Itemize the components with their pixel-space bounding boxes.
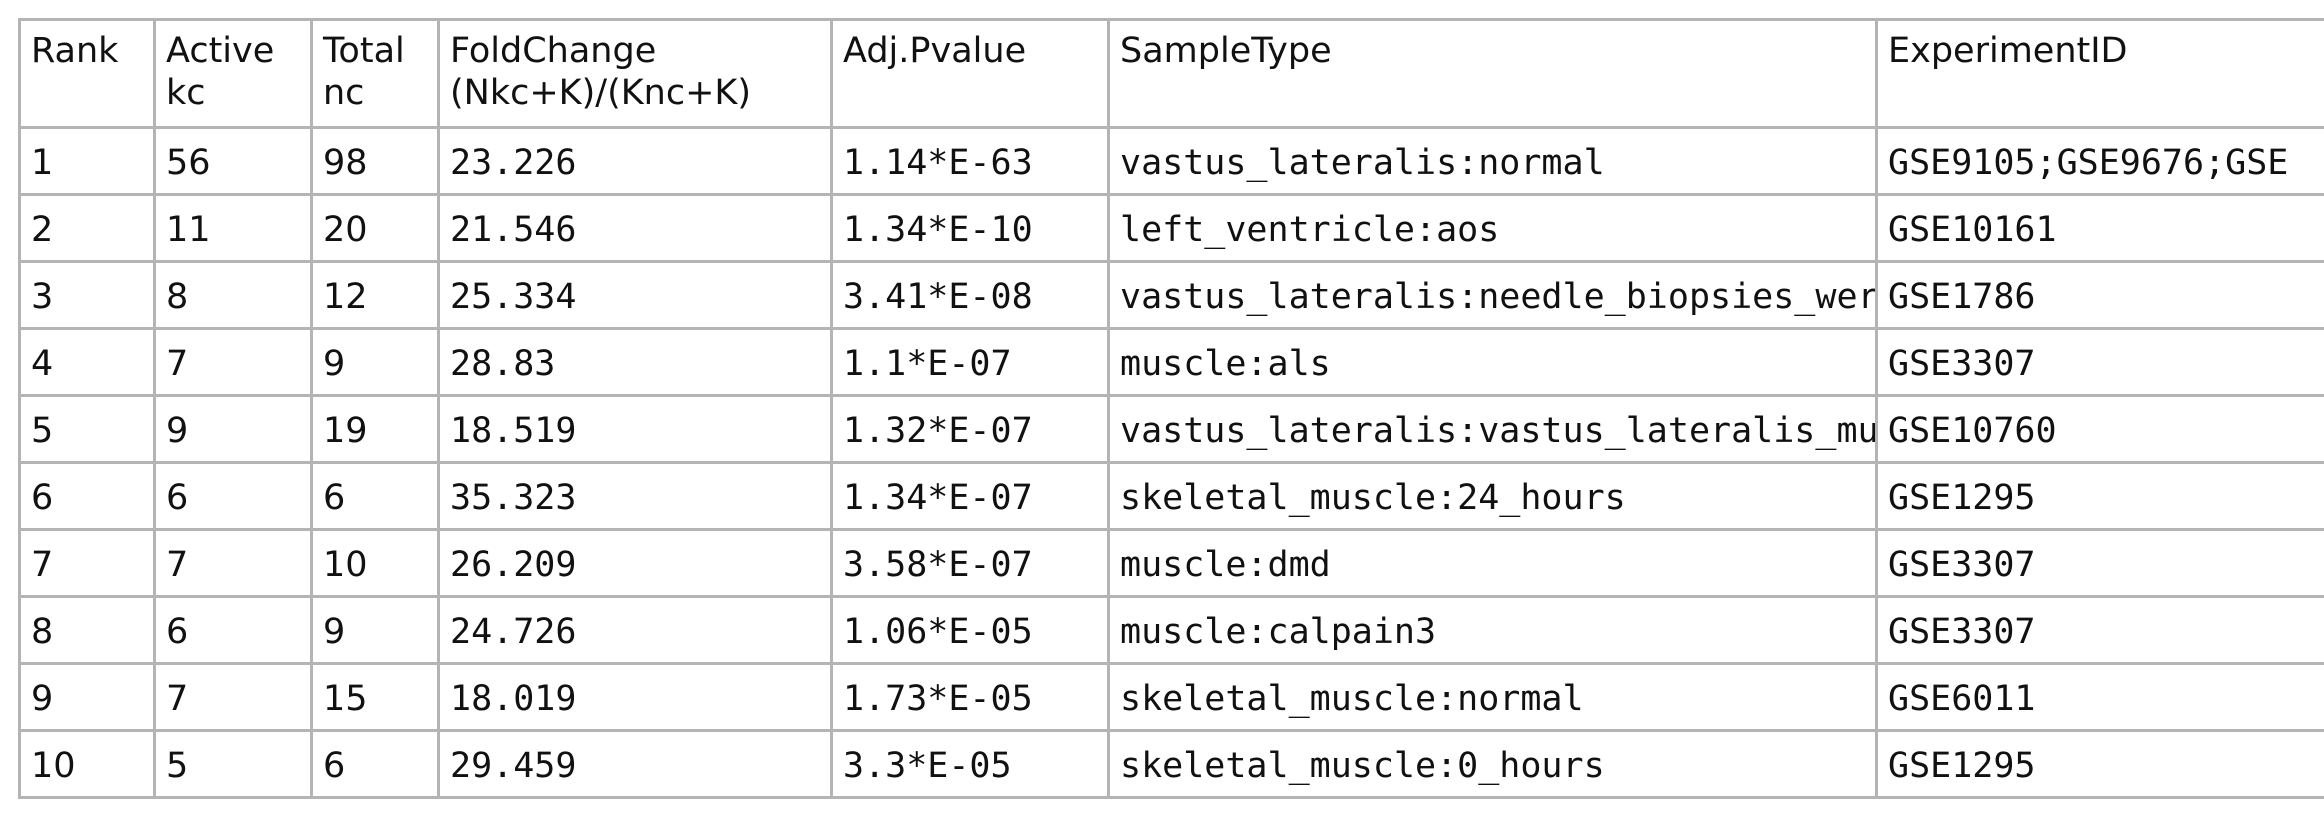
cell-foldchange: 28.83 <box>437 327 833 397</box>
cell-active: 11 <box>153 193 313 263</box>
cell-sampletype: muscle:als <box>1107 327 1878 397</box>
table-row: 1 56 98 23.226 1.14*E-63 vastus_laterali… <box>18 126 2324 196</box>
cell-active: 6 <box>153 461 313 531</box>
cell-sampletype: vastus_lateralis:normal <box>1107 126 1878 196</box>
cell-experimentid: GSE1786 <box>1875 260 2324 330</box>
cell-sampletype: muscle:dmd <box>1107 528 1878 598</box>
cell-foldchange: 25.334 <box>437 260 833 330</box>
cell-active: 56 <box>153 126 313 196</box>
table-row: 6 6 6 35.323 1.34*E-07 skeletal_muscle:2… <box>18 461 2324 531</box>
cell-rank: 8 <box>18 595 156 665</box>
cell-foldchange: 35.323 <box>437 461 833 531</box>
table-row: 5 9 19 18.519 1.32*E-07 vastus_lateralis… <box>18 394 2324 464</box>
cell-foldchange: 24.726 <box>437 595 833 665</box>
cell-foldchange: 26.209 <box>437 528 833 598</box>
cell-adj-pvalue: 1.73*E-05 <box>830 662 1110 732</box>
cell-adj-pvalue: 1.1*E-07 <box>830 327 1110 397</box>
header-foldchange: FoldChange (Nkc+K)/(Knc+K) <box>437 18 833 129</box>
header-total: Total nc <box>310 18 440 129</box>
cell-adj-pvalue: 3.41*E-08 <box>830 260 1110 330</box>
cell-rank: 5 <box>18 394 156 464</box>
cell-rank: 1 <box>18 126 156 196</box>
cell-foldchange: 18.519 <box>437 394 833 464</box>
cell-rank: 3 <box>18 260 156 330</box>
cell-sampletype: skeletal_muscle:0_hours <box>1107 729 1878 799</box>
cell-experimentid: GSE3307 <box>1875 528 2324 598</box>
cell-foldchange: 29.459 <box>437 729 833 799</box>
results-table-container: Rank Active kc Total nc FoldChange (Nkc+… <box>18 18 2324 812</box>
cell-adj-pvalue: 1.34*E-10 <box>830 193 1110 263</box>
cell-active: 6 <box>153 595 313 665</box>
cell-sampletype: vastus_lateralis:needle_biopsies_were_ob… <box>1107 260 1878 330</box>
cell-experimentid: GSE9105;GSE9676;GSE <box>1875 126 2324 196</box>
header-adj-pvalue: Adj.Pvalue <box>830 18 1110 129</box>
cell-foldchange: 21.546 <box>437 193 833 263</box>
cell-adj-pvalue: 3.58*E-07 <box>830 528 1110 598</box>
table-row: 9 7 15 18.019 1.73*E-05 skeletal_muscle:… <box>18 662 2324 732</box>
cell-total: 6 <box>310 729 440 799</box>
cell-active: 8 <box>153 260 313 330</box>
header-active: Active kc <box>153 18 313 129</box>
cell-rank: 9 <box>18 662 156 732</box>
cell-experimentid: GSE1295 <box>1875 729 2324 799</box>
cell-active: 7 <box>153 327 313 397</box>
cell-active: 7 <box>153 662 313 732</box>
enrichment-results-table: Rank Active kc Total nc FoldChange (Nkc+… <box>18 18 2324 799</box>
cell-adj-pvalue: 3.3*E-05 <box>830 729 1110 799</box>
cell-rank: 7 <box>18 528 156 598</box>
cell-experimentid: GSE3307 <box>1875 595 2324 665</box>
cell-total: 10 <box>310 528 440 598</box>
cell-active: 5 <box>153 729 313 799</box>
cell-sampletype: vastus_lateralis:vastus_lateralis_muscle… <box>1107 394 1878 464</box>
cell-total: 9 <box>310 327 440 397</box>
cell-adj-pvalue: 1.34*E-07 <box>830 461 1110 531</box>
cell-total: 15 <box>310 662 440 732</box>
cell-total: 9 <box>310 595 440 665</box>
cell-active: 7 <box>153 528 313 598</box>
table-row: 4 7 9 28.83 1.1*E-07 muscle:als GSE3307 <box>18 327 2324 397</box>
header-rank: Rank <box>18 18 156 129</box>
cell-experimentid: GSE6011 <box>1875 662 2324 732</box>
cell-sampletype: muscle:calpain3 <box>1107 595 1878 665</box>
table-row: 10 5 6 29.459 3.3*E-05 skeletal_muscle:0… <box>18 729 2324 799</box>
cell-foldchange: 18.019 <box>437 662 833 732</box>
table-row: 8 6 9 24.726 1.06*E-05 muscle:calpain3 G… <box>18 595 2324 665</box>
cell-sampletype: skeletal_muscle:normal <box>1107 662 1878 732</box>
table-body: 1 56 98 23.226 1.14*E-63 vastus_laterali… <box>18 126 2324 799</box>
table-row: 3 8 12 25.334 3.41*E-08 vastus_lateralis… <box>18 260 2324 330</box>
cell-adj-pvalue: 1.32*E-07 <box>830 394 1110 464</box>
cell-total: 6 <box>310 461 440 531</box>
cell-experimentid: GSE10161 <box>1875 193 2324 263</box>
cell-total: 20 <box>310 193 440 263</box>
cell-sampletype: left_ventricle:aos <box>1107 193 1878 263</box>
cell-experimentid: GSE10760 <box>1875 394 2324 464</box>
cell-experimentid: GSE1295 <box>1875 461 2324 531</box>
cell-adj-pvalue: 1.06*E-05 <box>830 595 1110 665</box>
cell-sampletype: skeletal_muscle:24_hours <box>1107 461 1878 531</box>
cell-total: 19 <box>310 394 440 464</box>
cell-rank: 4 <box>18 327 156 397</box>
table-row: 7 7 10 26.209 3.58*E-07 muscle:dmd GSE33… <box>18 528 2324 598</box>
cell-experimentid: GSE3307 <box>1875 327 2324 397</box>
cell-rank: 10 <box>18 729 156 799</box>
cell-total: 12 <box>310 260 440 330</box>
cell-rank: 6 <box>18 461 156 531</box>
cell-adj-pvalue: 1.14*E-63 <box>830 126 1110 196</box>
table-header-row: Rank Active kc Total nc FoldChange (Nkc+… <box>18 18 2324 129</box>
table-row: 2 11 20 21.546 1.34*E-10 left_ventricle:… <box>18 193 2324 263</box>
cell-active: 9 <box>153 394 313 464</box>
cell-foldchange: 23.226 <box>437 126 833 196</box>
header-experimentid: ExperimentID <box>1875 18 2324 129</box>
cell-rank: 2 <box>18 193 156 263</box>
cell-total: 98 <box>310 126 440 196</box>
header-sampletype: SampleType <box>1107 18 1878 129</box>
